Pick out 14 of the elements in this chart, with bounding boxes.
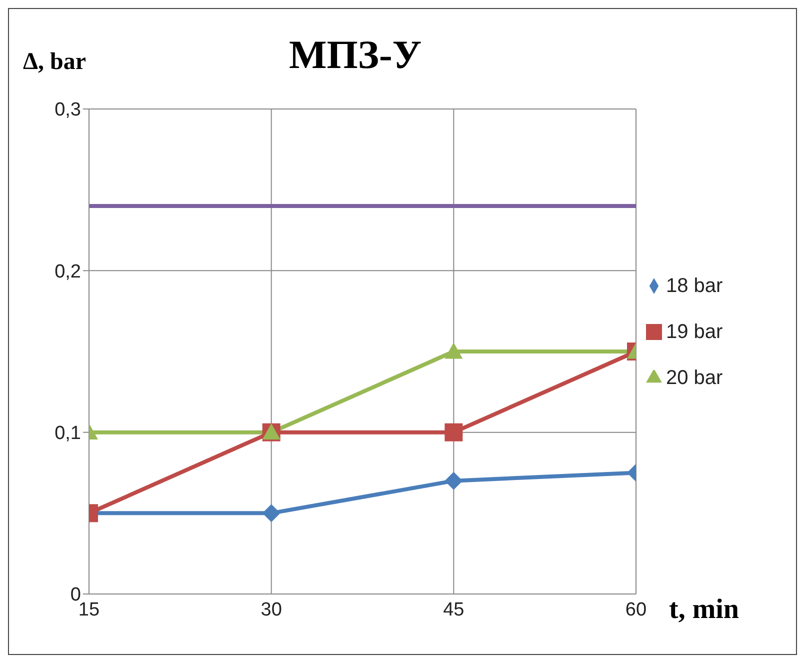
x-axis-title: t, min <box>669 594 739 626</box>
x-tick-label: 60 <box>625 599 647 620</box>
x-tick-label: 15 <box>78 599 100 620</box>
x-tick-label: 30 <box>260 599 282 620</box>
y-tick-label: 0 <box>70 584 81 606</box>
y-tick-label: 0,1 <box>54 423 81 444</box>
x-tick-label: 45 <box>443 599 464 620</box>
chart-title: МПЗ-У <box>289 31 422 78</box>
y-axis-title: Δ, bar <box>23 49 86 76</box>
legend-label: 20 bar <box>666 366 723 388</box>
legend-label: 18 bar <box>666 274 723 296</box>
y-tick-label: 0,2 <box>54 261 81 282</box>
y-tick-label: 0,3 <box>54 100 81 121</box>
legend-label: 19 bar <box>666 320 723 342</box>
